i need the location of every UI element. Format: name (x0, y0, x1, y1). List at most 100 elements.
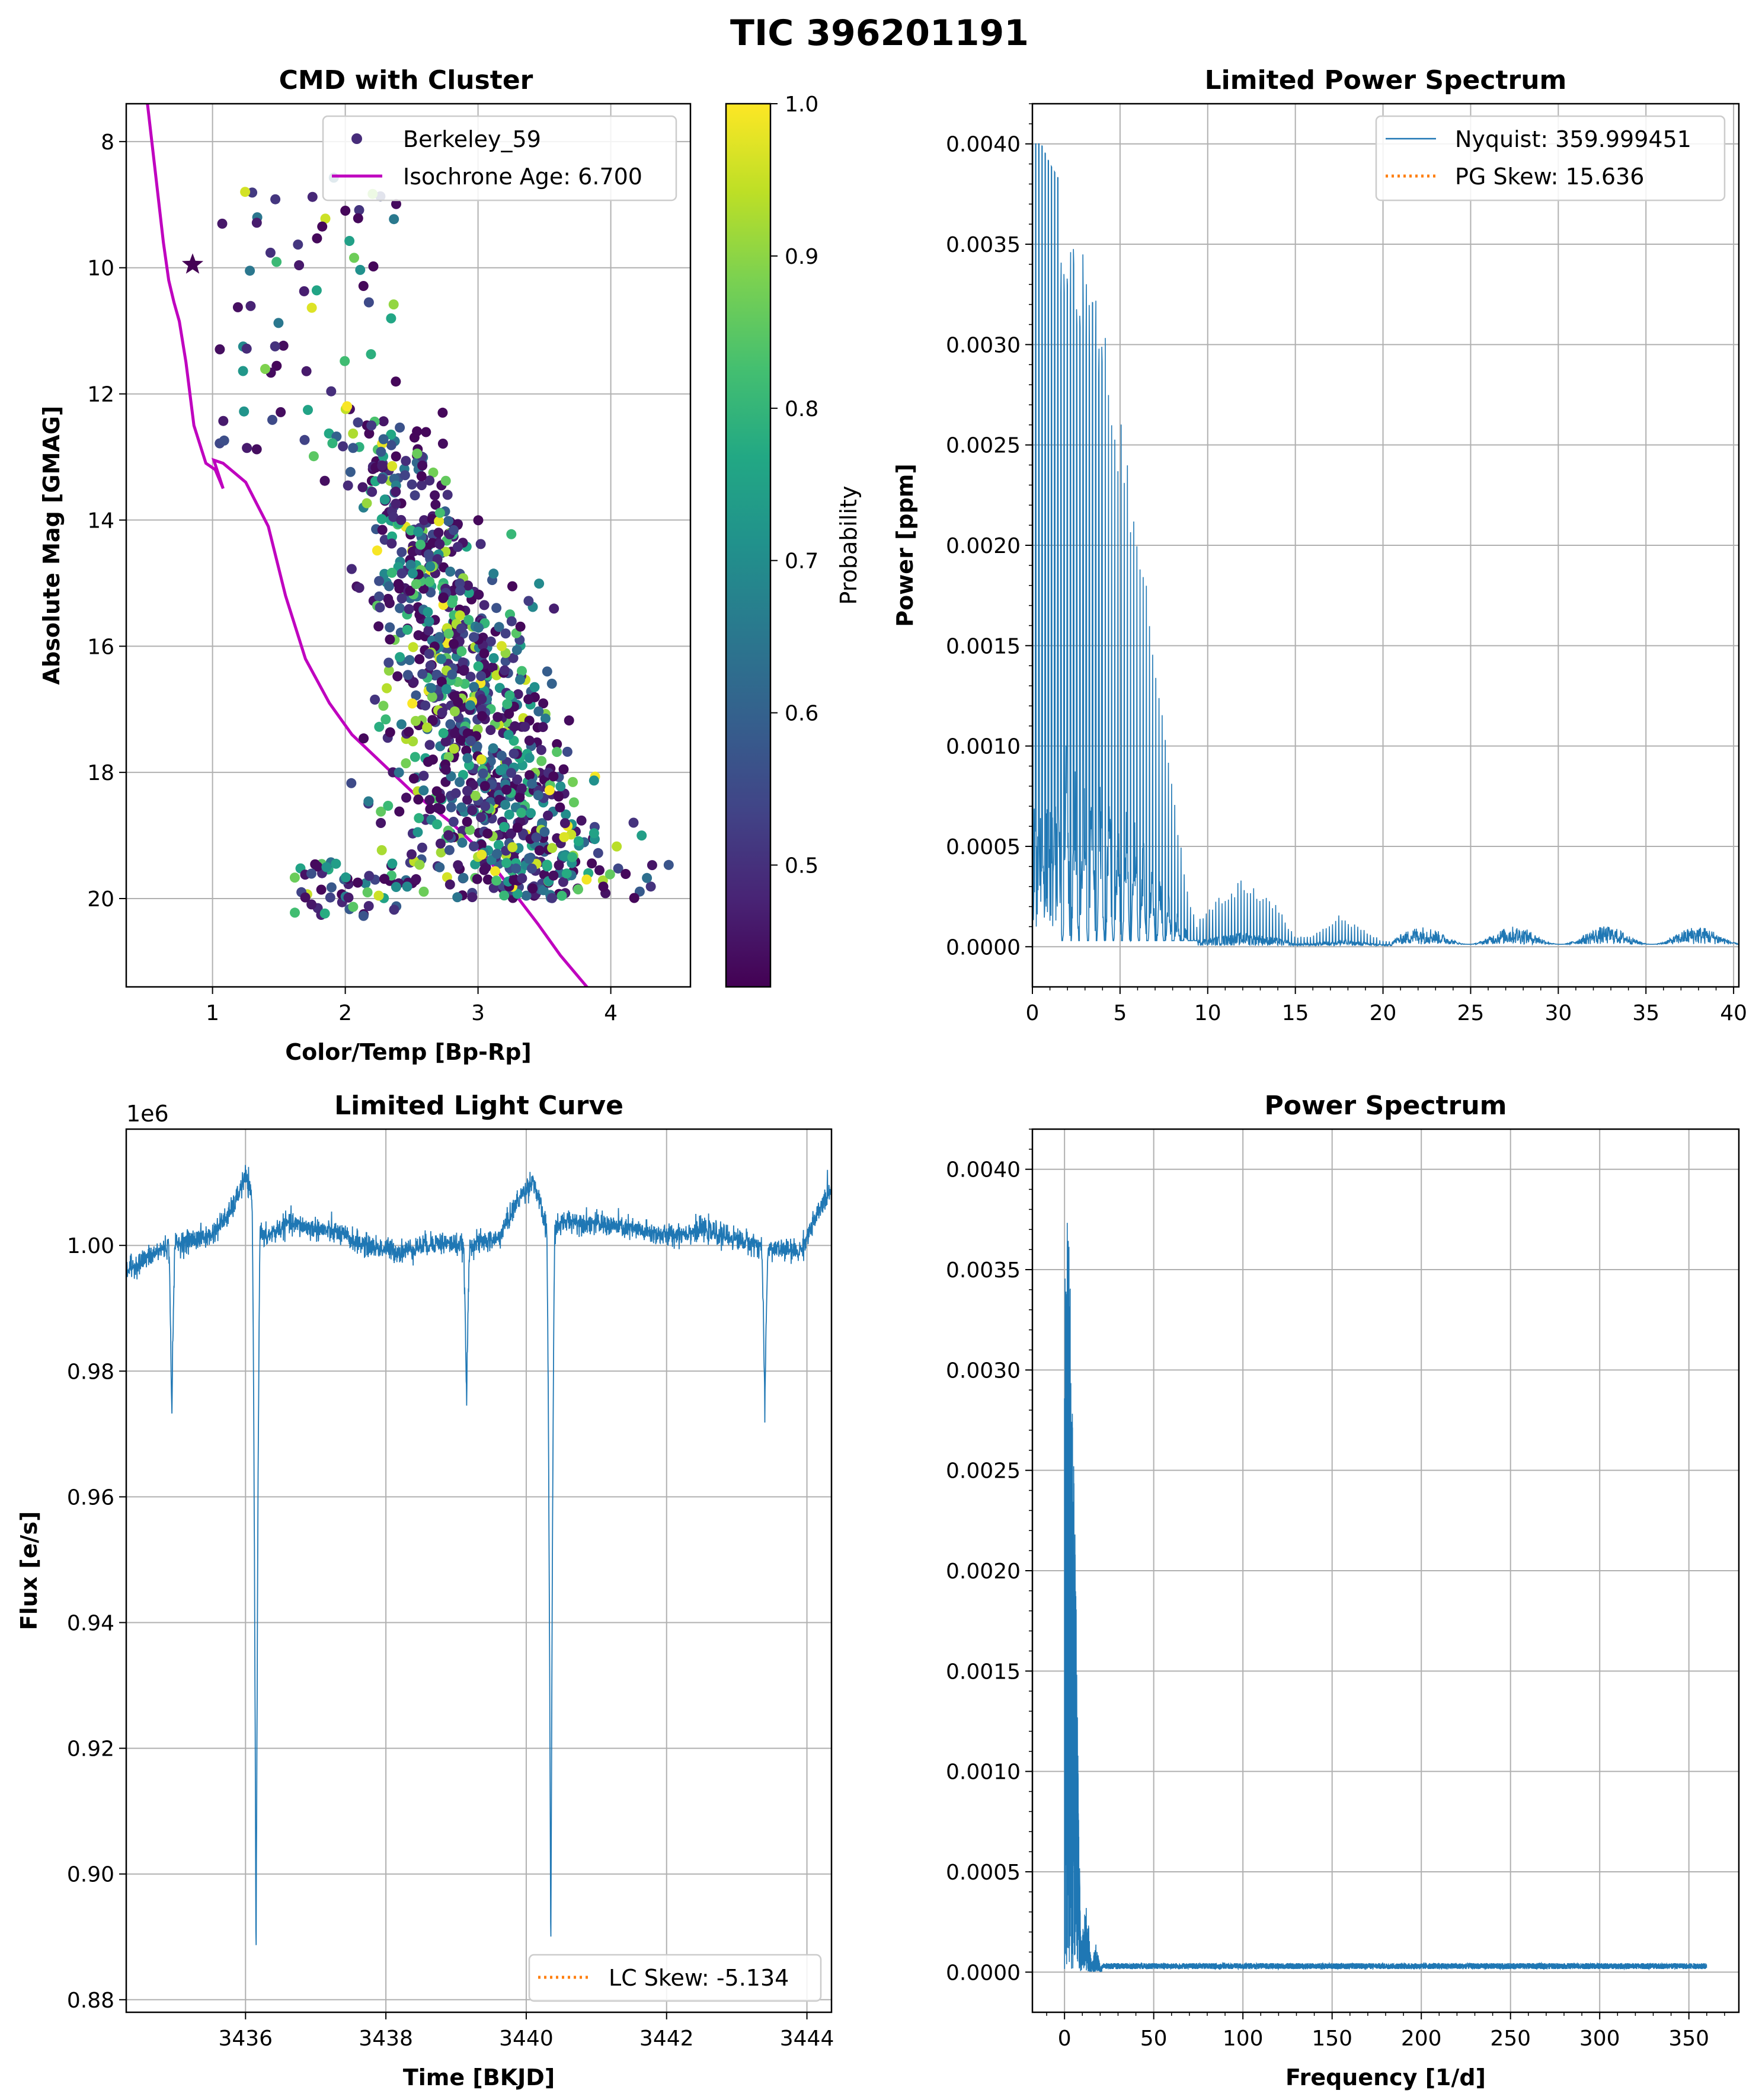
cmd-point (387, 858, 398, 869)
light-curve-xtick-label: 3444 (780, 2027, 834, 2051)
cmd-point (362, 887, 373, 897)
cmd-point (417, 842, 427, 853)
cmd-point (503, 730, 514, 740)
limited-ps-ytick-label: 0.0000 (946, 935, 1021, 960)
cmd-point (385, 727, 395, 737)
cmd-point (289, 872, 300, 883)
power-spectrum-series (1064, 1223, 1707, 1973)
cmd-ytick-label: 10 (87, 257, 114, 281)
cmd-point (414, 654, 425, 664)
cmd-point (548, 870, 559, 881)
cmd-point (476, 849, 487, 860)
cmd-point (377, 525, 388, 535)
light-curve-ytick-label: 0.94 (67, 1611, 114, 1635)
cmd-point (393, 578, 404, 589)
cmd-point (533, 790, 543, 801)
cmd-point (501, 858, 512, 868)
cmd-point (452, 542, 463, 552)
cmd-point (475, 539, 486, 549)
cmd-point (418, 583, 429, 594)
cmd-point (376, 806, 386, 817)
cmd-point (465, 736, 476, 746)
cmd-point (501, 784, 512, 795)
cmd-point (376, 818, 386, 828)
cmd-point (488, 653, 499, 663)
cmd-point (415, 539, 426, 550)
cmd-point (412, 827, 423, 838)
panel-limited-power-spectrum: Limited Power Spectrum 0 5 10 15 20 25 30 35 40 … (892, 65, 1747, 1025)
cmd-point (413, 794, 424, 805)
light-curve-x-ticks: 3436 3438 3440 3442 3444 (218, 2012, 834, 2051)
limited-ps-x-ticks: 0 5 10 15 20 25 30 35 40 (1026, 987, 1747, 1025)
cmd-point (443, 830, 454, 840)
cmd-point (430, 500, 441, 510)
cmd-point (379, 494, 390, 505)
cmd-point (559, 832, 570, 842)
cmd-point (396, 514, 407, 525)
cmd-point (432, 554, 443, 564)
cmd-point (462, 728, 473, 739)
cmd-point (447, 597, 458, 608)
light-curve-legend: LC Skew: -5.134 (528, 1954, 822, 2002)
limited-ps-title: Limited Power Spectrum (1205, 65, 1567, 95)
cmd-point (538, 698, 549, 709)
light-curve-offset-label: 1e6 (126, 1101, 169, 1127)
colorbar-label: Probability (836, 486, 862, 605)
cmd-point (432, 819, 442, 830)
limited-ps-legend-box (1375, 115, 1726, 202)
cmd-point (387, 461, 398, 471)
cmd-point (440, 475, 451, 486)
cmd-point (536, 756, 547, 766)
limited-ps-xtick-label: 15 (1282, 1001, 1309, 1025)
cmd-point (506, 616, 517, 627)
cmd-point (508, 748, 519, 759)
cmd-point (628, 817, 639, 828)
cmd-point (306, 868, 316, 879)
cmd-point (504, 809, 514, 820)
colorbar-tick-label: 0.6 (785, 702, 818, 726)
cmd-point (447, 669, 458, 680)
cmd-point (402, 670, 413, 680)
cmd-point (396, 719, 407, 730)
cmd-point (273, 318, 284, 328)
power-spectrum-ytick-label: 0.0000 (946, 1961, 1021, 1985)
cmd-point (561, 809, 571, 820)
colorbar-tick-label: 0.8 (785, 397, 818, 421)
cmd-ytick-label: 16 (87, 635, 114, 659)
cmd-xtick-label: 3 (471, 1001, 485, 1025)
power-spectrum-ytick-label: 0.0005 (946, 1861, 1021, 1885)
cmd-point (587, 858, 597, 869)
cmd-point (386, 567, 397, 578)
limited-ps-xtick-label: 35 (1632, 1001, 1659, 1025)
cmd-point (637, 830, 647, 841)
cmd-point (440, 736, 451, 747)
cmd-point (436, 847, 446, 858)
power-spectrum-xtick-label: 50 (1140, 2027, 1168, 2051)
cmd-point (402, 625, 412, 635)
cmd-point (382, 683, 392, 693)
cmd-point (364, 429, 375, 439)
cmd-point (538, 722, 548, 733)
cmd-point (462, 794, 472, 805)
cmd-point (474, 589, 484, 600)
power-spectrum-ytick-label: 0.0035 (946, 1258, 1021, 1283)
colorbar-tick-label: 0.7 (785, 549, 818, 574)
cmd-point (378, 701, 389, 711)
cmd-point (396, 593, 407, 604)
cmd-point (251, 444, 262, 455)
cmd-point (482, 828, 493, 839)
cmd-point (436, 676, 447, 687)
cmd-point (425, 660, 436, 671)
cmd-point (383, 657, 394, 668)
power-spectrum-title: Power Spectrum (1265, 1091, 1507, 1121)
light-curve-ytick-label: 1.00 (67, 1234, 114, 1258)
cmd-point (517, 666, 527, 676)
cmd-point (431, 786, 442, 797)
cmd-point (547, 893, 557, 903)
cmd-point (534, 578, 545, 589)
cmd-point (434, 539, 445, 549)
light-curve-ytick-label: 0.96 (67, 1485, 114, 1510)
cmd-x-ticks: 1 2 3 4 (206, 987, 618, 1025)
limited-ps-series (1032, 143, 1739, 948)
cmd-point (422, 722, 433, 733)
